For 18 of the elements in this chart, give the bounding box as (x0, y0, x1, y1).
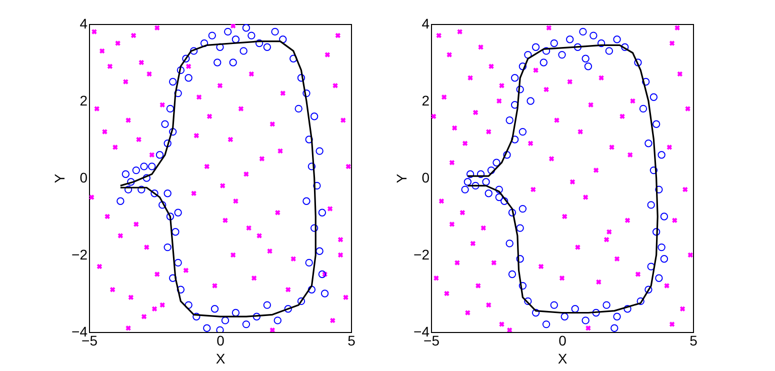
x-axis-title: X (216, 350, 226, 366)
y-tick-label: 4 (422, 16, 430, 32)
y-tick-label: 0 (80, 170, 88, 186)
y-tick-label: 2 (422, 92, 430, 108)
y-tick-label: −2 (414, 246, 430, 262)
y-tick-label: 0 (422, 170, 430, 186)
x-tick-label: 0 (216, 332, 225, 348)
line-series (120, 40, 316, 318)
y-tick-label: 2 (80, 92, 88, 108)
line-series (466, 44, 658, 314)
x-tick-label: 0 (558, 332, 567, 348)
x-tick-label: 5 (348, 332, 356, 348)
x-axis-title: X (558, 350, 568, 366)
y-axis-title: Y (394, 173, 410, 184)
y-axis-title: Y (52, 173, 68, 184)
x-tick-label: 5 (690, 332, 698, 348)
y-tick-label: 4 (80, 16, 88, 32)
y-tick-label: −2 (72, 246, 88, 262)
